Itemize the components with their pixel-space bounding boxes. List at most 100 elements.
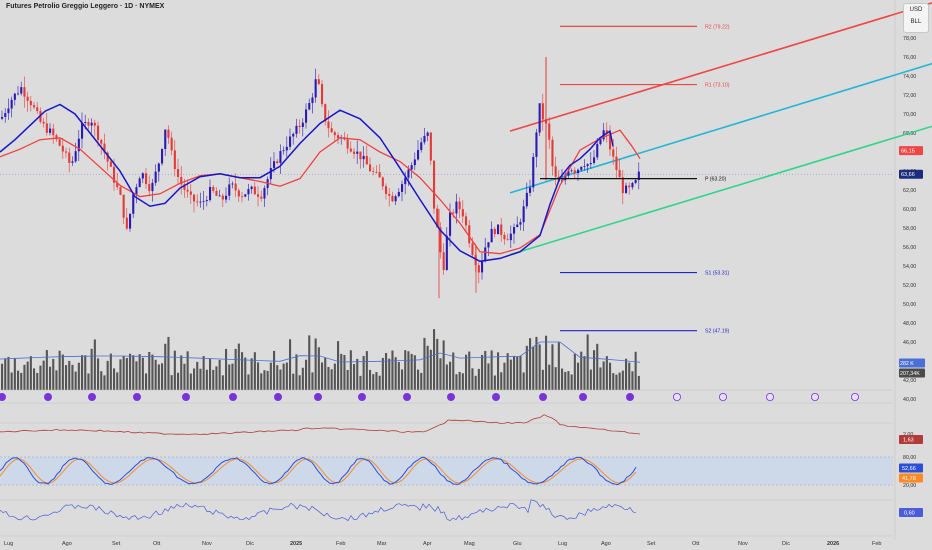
volume-bar (541, 369, 544, 390)
volume-bar (295, 354, 298, 390)
volume-bar (567, 371, 570, 390)
candle-body (289, 136, 292, 147)
candle-body (468, 225, 471, 244)
event-marker-icon[interactable] (357, 392, 366, 401)
volume-bar (449, 361, 452, 390)
candle-body (257, 194, 260, 197)
candle-body (346, 139, 349, 149)
event-marker-icon[interactable] (181, 392, 190, 401)
volume-bar (538, 344, 541, 390)
candle-body (397, 191, 400, 197)
candle-body (33, 105, 36, 108)
volume-bar (138, 354, 141, 390)
event-marker-icon[interactable] (88, 392, 97, 401)
candle-body (458, 201, 461, 210)
event-marker-icon[interactable] (766, 392, 775, 401)
candle-body (436, 208, 439, 228)
candle-body (180, 176, 183, 185)
candle-body (417, 149, 420, 160)
stochastic-tag-label: 52,66 (902, 466, 916, 472)
volume-bar (637, 375, 640, 390)
volume-bar (119, 359, 122, 390)
price-tick-label: 54,00 (903, 264, 916, 270)
event-marker-icon[interactable] (402, 392, 411, 401)
candle-body (141, 173, 144, 179)
volume-bar (260, 373, 263, 390)
stochastic-k-line (0, 456, 637, 486)
volume-bar (548, 364, 551, 390)
candle-body (522, 206, 525, 223)
volume-bar (129, 353, 132, 390)
event-marker-icon[interactable] (313, 392, 322, 401)
candle-body (570, 170, 573, 172)
volume-bar (417, 369, 420, 390)
volume-bar (468, 351, 471, 390)
candle-body (410, 165, 413, 170)
candle-body (148, 184, 151, 192)
price-tick-label: 48,00 (903, 321, 916, 327)
volume-tag-label: 282 K (900, 361, 914, 367)
moving-average-fast (0, 103, 614, 263)
event-marker-icon[interactable] (228, 392, 237, 401)
candle-body (442, 252, 445, 270)
candle-body (388, 194, 391, 196)
event-marker-icon[interactable] (626, 392, 635, 401)
candle-body (135, 187, 138, 195)
event-marker-icon[interactable] (446, 392, 455, 401)
event-marker-icon[interactable] (273, 392, 282, 401)
currency-selector[interactable]: USD BLL (903, 3, 929, 33)
candle-body (282, 150, 285, 152)
event-marker-icon[interactable] (0, 393, 6, 401)
event-marker-icon[interactable] (673, 392, 682, 401)
event-marker-icon[interactable] (811, 392, 820, 401)
volume-bar (71, 364, 74, 390)
volume-bar (250, 358, 253, 390)
time-tick-label: 2025 (290, 541, 302, 547)
volume-bar (513, 355, 516, 390)
volume-bar (573, 353, 576, 390)
candle-body (209, 186, 212, 201)
volume-bar (225, 348, 228, 390)
volume-bar (173, 350, 176, 390)
candle-body (541, 103, 544, 120)
candle-body (55, 135, 58, 140)
volume-bar (266, 370, 269, 390)
time-tick-label: Feb (872, 541, 881, 547)
candle-body (461, 209, 464, 217)
event-marker-icon[interactable] (491, 392, 500, 401)
event-marker-icon[interactable] (539, 392, 548, 401)
volume-bar (500, 372, 503, 390)
volume-bar (305, 359, 308, 390)
volume-bar (458, 371, 461, 390)
volume-bar (189, 373, 192, 390)
volume-bar (154, 359, 157, 390)
volume-bar (631, 371, 634, 390)
oscillator-line (0, 499, 637, 522)
volume-bar (372, 374, 375, 390)
candle-body (250, 186, 253, 190)
time-tick-label: Ott (153, 541, 161, 547)
price-tick-label: 68,00 (903, 131, 916, 137)
event-marker-icon[interactable] (719, 392, 728, 401)
event-marker-icon[interactable] (579, 392, 588, 401)
unit-label: BLL (910, 19, 922, 25)
price-tick-label: 70,00 (903, 112, 916, 118)
event-marker-icon[interactable] (851, 392, 860, 401)
candle-body (225, 195, 228, 200)
candle-body (189, 191, 192, 195)
candle-body (173, 150, 176, 170)
volume-bar (359, 375, 362, 390)
event-marker-icon[interactable] (44, 392, 53, 401)
candle-body (273, 161, 276, 168)
candle-body (49, 128, 52, 133)
volume-bar (509, 359, 512, 390)
candle-body (215, 190, 218, 196)
volume-bar (589, 369, 592, 390)
volume-bar (17, 370, 20, 390)
volume-bar (433, 329, 436, 390)
candle-body (109, 161, 112, 167)
event-marker-icon[interactable] (132, 392, 141, 401)
time-tick-label: Dic (246, 541, 254, 547)
candle-body (538, 103, 541, 133)
